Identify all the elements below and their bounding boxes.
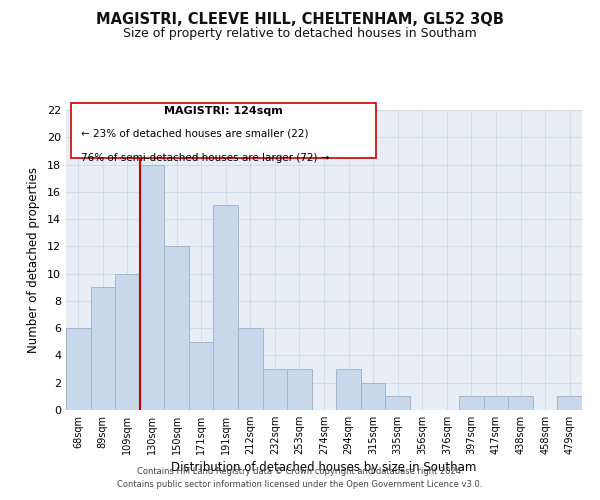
Bar: [287, 369, 312, 410]
Text: MAGISTRI, CLEEVE HILL, CHELTENHAM, GL52 3QB: MAGISTRI, CLEEVE HILL, CHELTENHAM, GL52 …: [96, 12, 504, 28]
Text: Contains HM Land Registry data © Crown copyright and database right 2024.: Contains HM Land Registry data © Crown c…: [137, 467, 463, 476]
X-axis label: Distribution of detached houses by size in Southam: Distribution of detached houses by size …: [172, 461, 476, 474]
Bar: [263, 369, 287, 410]
Text: ← 23% of detached houses are smaller (22): ← 23% of detached houses are smaller (22…: [82, 128, 309, 138]
Bar: [361, 382, 385, 410]
Text: MAGISTRI: 124sqm: MAGISTRI: 124sqm: [164, 106, 283, 116]
Bar: [336, 369, 361, 410]
Bar: [91, 288, 115, 410]
Bar: [115, 274, 140, 410]
Bar: [385, 396, 410, 410]
Bar: [459, 396, 484, 410]
Bar: [508, 396, 533, 410]
Bar: [140, 164, 164, 410]
Bar: [164, 246, 189, 410]
Bar: [557, 396, 582, 410]
Y-axis label: Number of detached properties: Number of detached properties: [27, 167, 40, 353]
Bar: [484, 396, 508, 410]
Text: Size of property relative to detached houses in Southam: Size of property relative to detached ho…: [123, 28, 477, 40]
FancyBboxPatch shape: [71, 103, 376, 158]
Bar: [238, 328, 263, 410]
Bar: [66, 328, 91, 410]
Text: Contains public sector information licensed under the Open Government Licence v3: Contains public sector information licen…: [118, 480, 482, 489]
Bar: [214, 206, 238, 410]
Bar: [189, 342, 214, 410]
Text: 76% of semi-detached houses are larger (72) →: 76% of semi-detached houses are larger (…: [82, 152, 330, 162]
